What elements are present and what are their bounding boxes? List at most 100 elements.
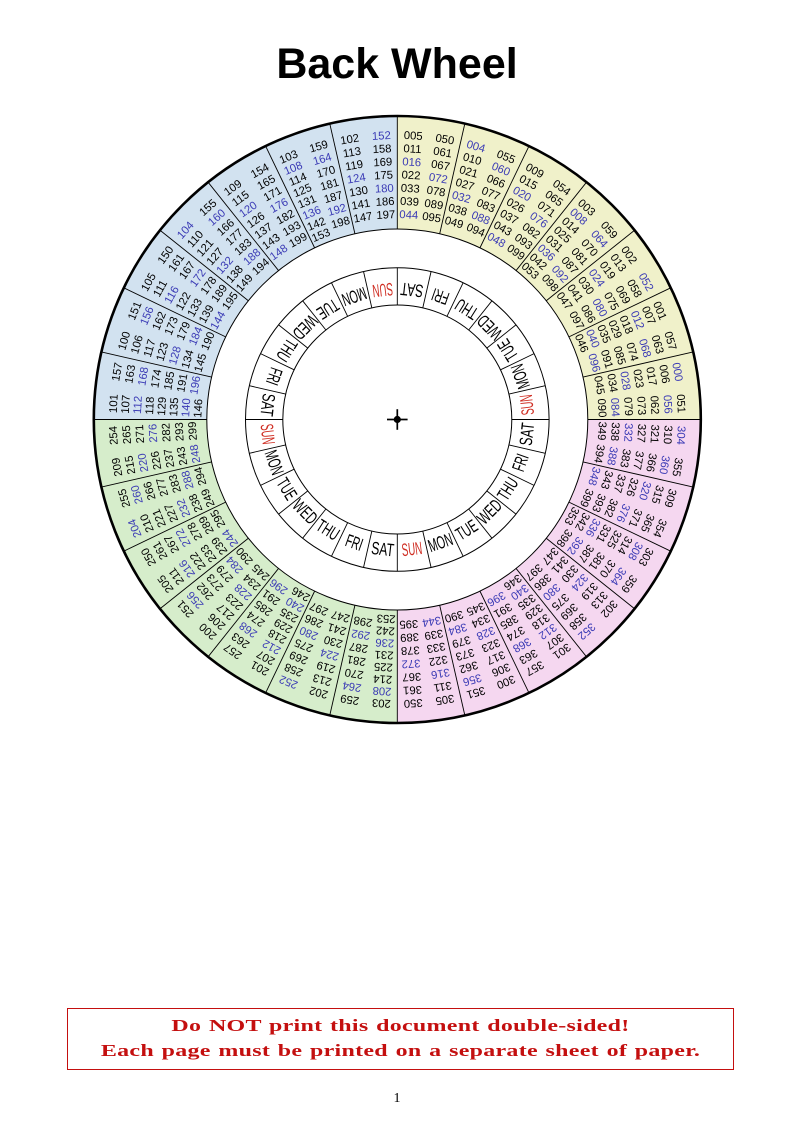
svg-text:023: 023 [630,368,645,389]
svg-text:113: 113 [342,146,362,161]
svg-text:298: 298 [353,613,374,628]
svg-text:242: 242 [376,624,396,637]
svg-text:283: 283 [167,473,184,494]
svg-text:118: 118 [144,396,157,415]
svg-text:SAT: SAT [256,392,278,417]
svg-text:395: 395 [399,617,419,630]
svg-text:192: 192 [326,202,347,219]
svg-text:SUN: SUN [516,394,538,417]
svg-text:181: 181 [319,177,340,194]
svg-text:241: 241 [326,620,347,637]
svg-text:091: 091 [598,349,615,370]
svg-text:265: 265 [121,425,134,445]
svg-text:202: 202 [308,684,329,701]
svg-text:220: 220 [136,452,151,473]
svg-text:287: 287 [348,639,369,654]
svg-text:017: 017 [643,366,658,387]
svg-text:337: 337 [611,473,628,494]
svg-text:078: 078 [426,185,447,200]
svg-text:333: 333 [426,639,447,654]
svg-text:266: 266 [142,480,159,501]
svg-text:010: 010 [461,151,482,168]
svg-text:175: 175 [374,169,394,182]
svg-text:106: 106 [129,334,146,355]
svg-text:006: 006 [656,364,671,385]
svg-text:084: 084 [608,398,621,418]
svg-text:389: 389 [400,630,420,643]
svg-text:224: 224 [319,645,340,662]
svg-text:316: 316 [430,665,451,680]
svg-text:255: 255 [117,487,134,508]
svg-text:355: 355 [669,457,684,478]
svg-text:356: 356 [461,671,482,688]
svg-text:208: 208 [372,684,392,697]
svg-text:321: 321 [647,424,660,444]
svg-text:231: 231 [374,648,394,661]
svg-text:119: 119 [344,159,364,174]
svg-text:102: 102 [340,133,361,148]
svg-text:327: 327 [634,423,647,443]
svg-text:292: 292 [351,626,372,641]
svg-text:191: 191 [175,373,190,394]
svg-text:311: 311 [433,679,453,694]
svg-text:034: 034 [604,373,619,394]
svg-text:128: 128 [167,345,184,366]
svg-text:074: 074 [623,341,640,362]
svg-text:079: 079 [621,397,634,417]
svg-text:174: 174 [149,368,164,389]
svg-text:038: 038 [447,202,468,219]
svg-text:068: 068 [636,338,653,359]
svg-text:253: 253 [376,611,396,624]
svg-text:214: 214 [373,672,393,685]
svg-text:243: 243 [175,446,190,467]
svg-text:344: 344 [421,613,442,628]
svg-text:277: 277 [155,476,172,497]
svg-text:050: 050 [434,133,455,148]
svg-text:163: 163 [123,364,138,385]
svg-text:225: 225 [374,660,394,673]
svg-text:203: 203 [372,696,392,709]
svg-text:158: 158 [372,143,392,156]
svg-text:129: 129 [156,397,169,417]
svg-text:168: 168 [136,366,151,387]
svg-text:112: 112 [132,396,145,415]
svg-text:062: 062 [647,395,660,415]
svg-text:169: 169 [373,156,393,169]
svg-text:095: 095 [421,211,442,226]
svg-text:004: 004 [465,139,486,156]
svg-text:073: 073 [634,396,647,416]
svg-text:124: 124 [346,172,367,187]
svg-text:FRI: FRI [429,284,452,308]
svg-text:379: 379 [450,633,471,650]
svg-text:197: 197 [376,209,396,222]
svg-text:367: 367 [402,670,422,683]
svg-text:146: 146 [192,399,205,419]
svg-text:196: 196 [188,375,203,396]
svg-text:051: 051 [674,394,687,414]
svg-text:044: 044 [399,209,419,222]
svg-text:164: 164 [312,151,333,168]
svg-text:147: 147 [353,211,374,226]
svg-text:SAT: SAT [516,422,538,447]
svg-text:320: 320 [636,480,653,501]
svg-text:152: 152 [372,130,392,143]
svg-text:282: 282 [160,423,173,443]
svg-text:033: 033 [400,183,420,196]
svg-text:123: 123 [155,341,172,362]
svg-text:028: 028 [617,371,632,392]
svg-text:338: 338 [608,422,621,442]
svg-text:101: 101 [108,394,121,414]
svg-text:MON: MON [425,529,455,556]
svg-text:236: 236 [375,636,395,649]
svg-text:SUN: SUN [401,538,424,560]
svg-text:366: 366 [643,452,658,473]
svg-text:215: 215 [123,454,138,475]
svg-text:310: 310 [661,425,674,445]
svg-text:049: 049 [443,215,464,232]
svg-text:134: 134 [180,349,197,370]
svg-text:085: 085 [611,345,628,366]
svg-text:063: 063 [649,334,666,355]
svg-text:SAT: SAT [400,279,425,301]
svg-text:FRI: FRI [343,530,366,554]
svg-text:378: 378 [400,643,420,656]
